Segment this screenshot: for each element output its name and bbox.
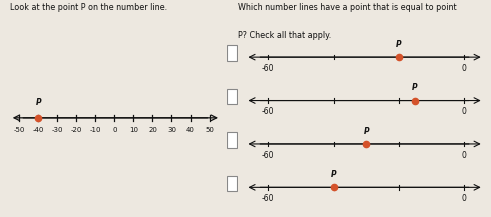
Text: -60: -60 — [262, 194, 274, 203]
Text: -60: -60 — [262, 151, 274, 160]
Text: 0: 0 — [462, 151, 466, 160]
Text: 40: 40 — [186, 127, 195, 133]
Text: 0: 0 — [462, 107, 466, 116]
FancyBboxPatch shape — [227, 89, 237, 104]
FancyBboxPatch shape — [227, 176, 237, 191]
Text: 50: 50 — [205, 127, 214, 133]
FancyBboxPatch shape — [227, 132, 237, 148]
Text: -60: -60 — [262, 107, 274, 116]
Text: -10: -10 — [90, 127, 101, 133]
Text: -30: -30 — [52, 127, 63, 133]
Text: P: P — [363, 127, 369, 135]
Text: -50: -50 — [14, 127, 25, 133]
Text: P: P — [35, 98, 41, 107]
Text: 10: 10 — [129, 127, 138, 133]
Text: 0: 0 — [112, 127, 117, 133]
FancyBboxPatch shape — [227, 45, 237, 61]
Text: 0: 0 — [462, 194, 466, 203]
Text: 0: 0 — [462, 64, 466, 73]
Text: P: P — [331, 170, 336, 179]
Text: 20: 20 — [148, 127, 157, 133]
Text: Which number lines have a point that is equal to point: Which number lines have a point that is … — [238, 3, 457, 12]
Text: Look at the point P on the number line.: Look at the point P on the number line. — [10, 3, 167, 12]
Text: 30: 30 — [167, 127, 176, 133]
Text: P? Check all that apply.: P? Check all that apply. — [238, 31, 331, 40]
Text: -20: -20 — [71, 127, 82, 133]
Text: -60: -60 — [262, 64, 274, 73]
Text: P: P — [396, 40, 402, 49]
Text: P: P — [412, 83, 418, 92]
Text: -40: -40 — [33, 127, 44, 133]
